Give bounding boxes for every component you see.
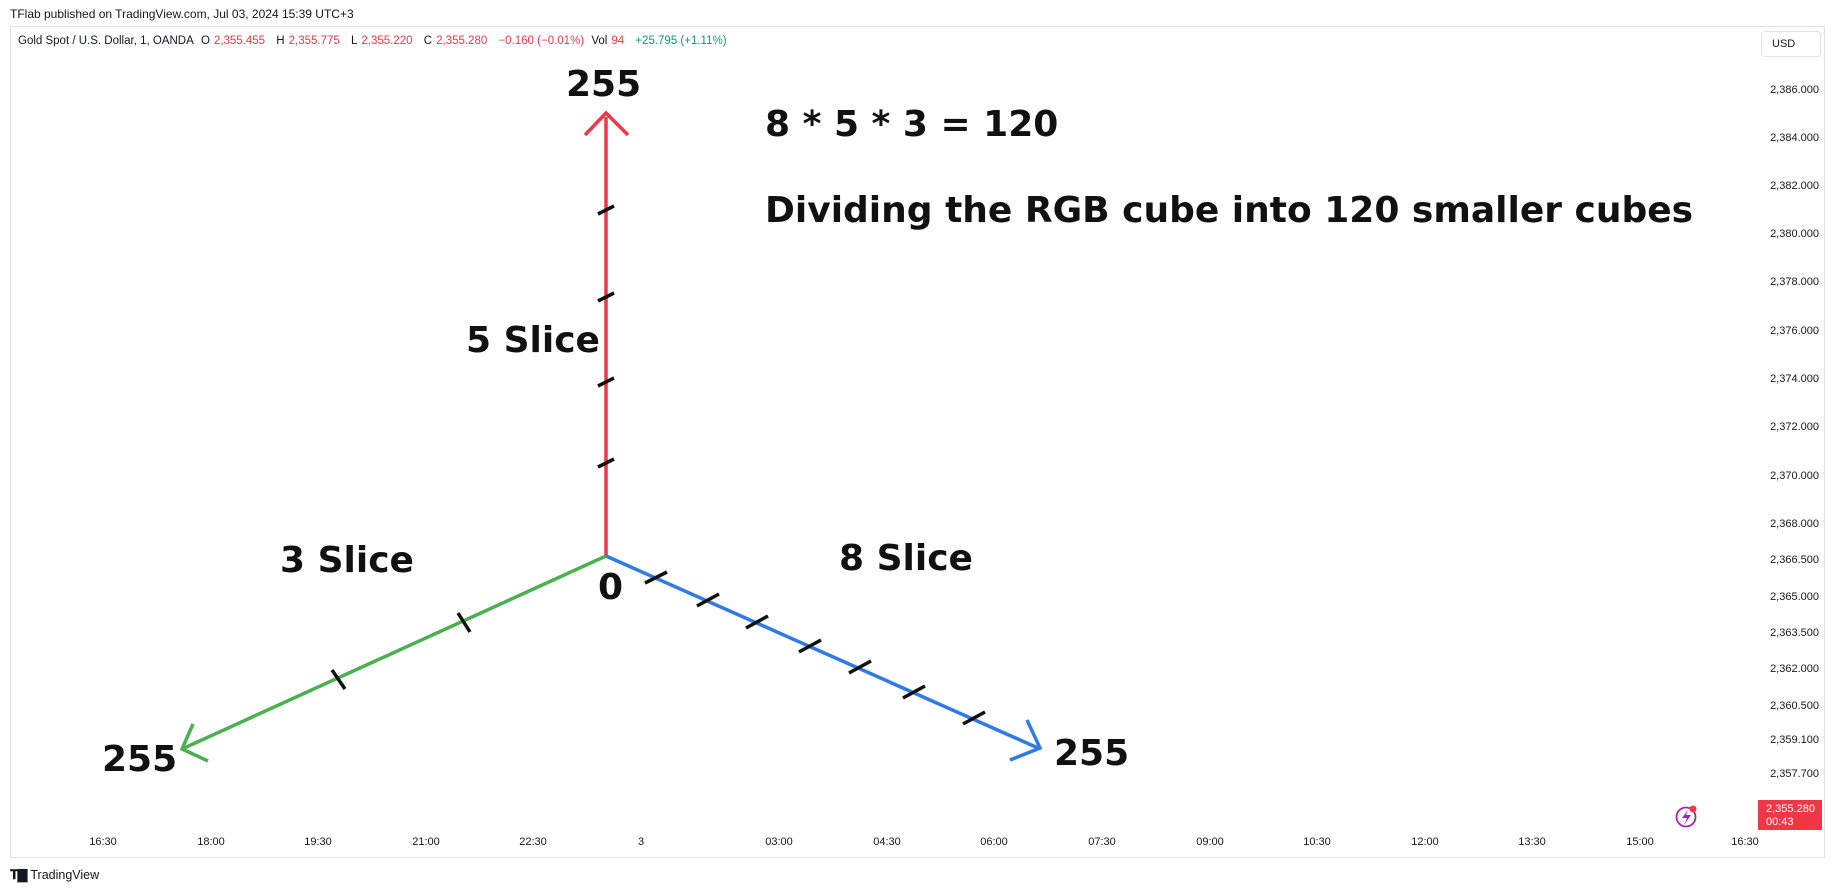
time-tick: 18:00: [197, 836, 225, 848]
green-axis-max-label: 255: [102, 739, 178, 780]
price-tick: 2,386.000: [1770, 84, 1819, 96]
time-tick: 12:00: [1411, 836, 1439, 848]
tradingview-logo-icon: 𝐓▇: [10, 867, 27, 882]
time-tick: 07:30: [1088, 836, 1116, 848]
time-tick: 16:30: [89, 836, 117, 848]
price-tick: 2,365.000: [1770, 591, 1819, 603]
high-label: H: [276, 35, 285, 47]
currency-selector[interactable]: USD: [1761, 31, 1821, 57]
last-price: 2,355.280: [1766, 803, 1815, 815]
time-axis[interactable]: 16:30 18:00 19:30 21:00 22:30 3 03:00 04…: [0, 835, 1760, 855]
red-slice-tick: [597, 376, 615, 388]
volume-change: +25.795 (+1.11%): [635, 35, 727, 47]
price-tick: 2,363.500: [1770, 627, 1819, 639]
price-tick: 2,368.000: [1770, 518, 1819, 530]
red-axis-max-label: 255: [566, 64, 642, 105]
green-slice-label: 3 Slice: [280, 540, 414, 581]
time-tick: 04:30: [873, 836, 901, 848]
time-tick: 15:00: [1626, 836, 1654, 848]
green-axis-arrowhead: [179, 723, 209, 763]
price-tick: 2,384.000: [1770, 132, 1819, 144]
low-value: 2,355.220: [361, 35, 413, 47]
time-tick: 10:30: [1303, 836, 1331, 848]
time-tick: 09:00: [1196, 836, 1224, 848]
green-slice-tick: [456, 612, 472, 633]
time-tick: 22:30: [519, 836, 547, 848]
brand-name: TradingView: [30, 868, 100, 882]
blue-slice-tick: [962, 710, 986, 726]
price-tick: 2,372.000: [1770, 421, 1819, 433]
green-axis-line: [181, 554, 607, 751]
price-tick: 2,382.000: [1770, 180, 1819, 192]
price-axis[interactable]: 2,386.000 2,384.000 2,382.000 2,380.000 …: [1760, 0, 1835, 893]
high-value: 2,355.775: [288, 35, 340, 47]
bar-countdown: 00:43: [1766, 816, 1794, 828]
volume-label: Vol: [591, 35, 608, 47]
price-tick: 2,360.500: [1770, 700, 1819, 712]
blue-slice-tick: [745, 614, 769, 630]
symbol-name[interactable]: Gold Spot / U.S. Dollar, 1, OANDA: [18, 35, 194, 47]
red-axis-arrowhead: [583, 110, 630, 137]
price-tick: 2,376.000: [1770, 325, 1819, 337]
open-label: O: [200, 35, 210, 47]
price-tick: 2,362.000: [1770, 663, 1819, 675]
close-label: C: [423, 35, 433, 47]
blue-slice-tick: [798, 638, 822, 654]
blue-slice-label: 8 Slice: [839, 538, 973, 579]
blue-slice-tick: [644, 570, 668, 585]
chart-frame[interactable]: [10, 26, 1825, 858]
price-tick: 2,357.700: [1770, 768, 1819, 780]
price-tick: 2,359.100: [1770, 734, 1819, 746]
last-price-badge: 2,355.280 00:43: [1758, 800, 1822, 830]
close-value: 2,355.280: [436, 35, 488, 47]
blue-slice-tick: [696, 592, 720, 608]
time-tick: 03:00: [765, 836, 793, 848]
price-tick: 2,380.000: [1770, 228, 1819, 240]
red-slice-label: 5 Slice: [466, 320, 600, 361]
symbol-legend: Gold Spot / U.S. Dollar, 1, OANDA O 2,355…: [18, 35, 731, 47]
volume-value: 94: [611, 35, 625, 47]
blue-axis-max-label: 255: [1054, 733, 1130, 774]
change-value: −0.160 (−0.01%): [498, 35, 585, 47]
blue-slice-tick: [848, 659, 872, 675]
description-text: Dividing the RGB cube into 120 smaller c…: [765, 190, 1694, 231]
red-slice-tick: [597, 291, 615, 303]
blue-axis-arrowhead: [1009, 719, 1043, 762]
price-tick: 2,374.000: [1770, 373, 1819, 385]
blue-axis-line: [605, 554, 1039, 750]
time-tick: 06:00: [980, 836, 1008, 848]
time-tick: 21:00: [412, 836, 440, 848]
red-slice-tick: [597, 457, 615, 469]
price-tick: 2,366.500: [1770, 554, 1819, 566]
equation-text: 8 * 5 * 3 = 120: [765, 104, 1059, 145]
time-tick: 3: [637, 836, 645, 848]
open-value: 2,355.455: [213, 35, 266, 47]
origin-label: 0: [598, 567, 624, 608]
tradingview-brand[interactable]: 𝐓▇ TradingView: [10, 867, 99, 883]
red-slice-tick: [597, 204, 615, 216]
time-tick: 19:30: [304, 836, 332, 848]
low-label: L: [350, 35, 358, 47]
green-slice-tick: [330, 669, 347, 690]
publish-header: TFlab published on TradingView.com, Jul …: [10, 7, 354, 21]
price-tick: 2,378.000: [1770, 276, 1819, 288]
time-tick: 13:30: [1518, 836, 1546, 848]
price-tick: 2,370.000: [1770, 470, 1819, 482]
lightning-icon[interactable]: [1675, 805, 1697, 828]
time-tick: 16:30: [1731, 836, 1759, 848]
blue-slice-tick: [902, 684, 926, 700]
